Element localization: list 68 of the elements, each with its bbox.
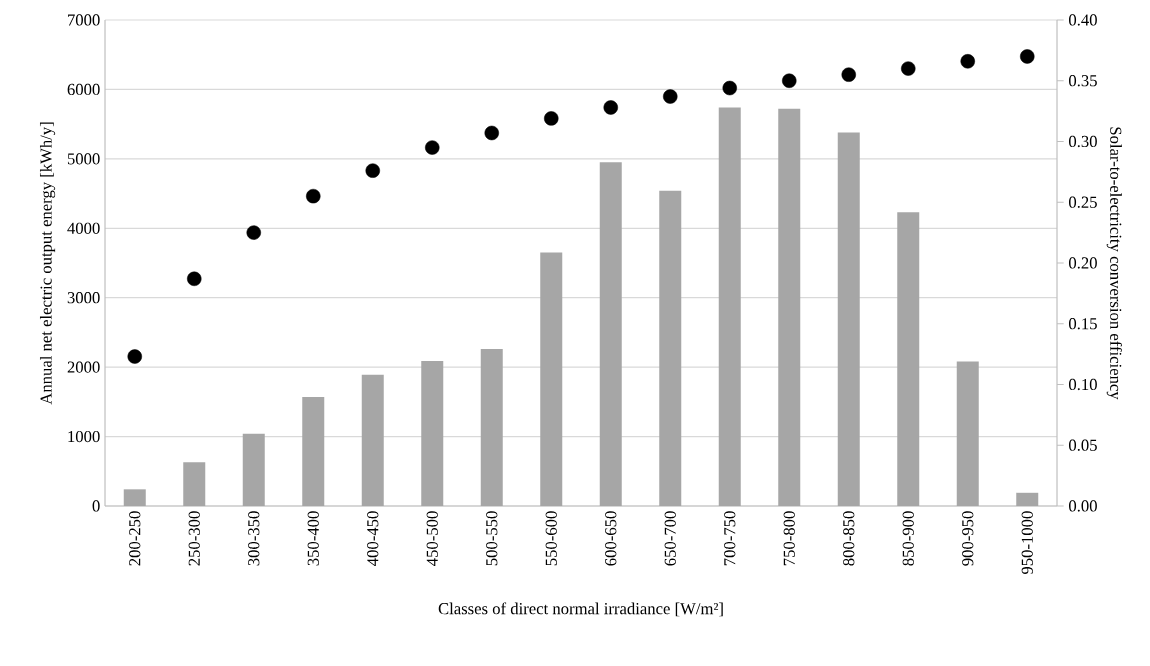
bar [540,252,563,506]
point [841,67,856,82]
x-tick-label: 200-250 [129,511,141,566]
x-tick-label: 750-800 [783,511,795,566]
x-tick-label: 300-350 [248,511,260,566]
point [425,140,440,155]
point [246,225,261,240]
y-tick-label: 6000 [67,83,100,96]
point [544,111,559,126]
x-tick-label: 700-750 [724,511,736,566]
point [187,271,202,286]
point [306,188,321,204]
x-tick-label: 650-700 [664,511,676,566]
y2-tick-label: 0.35 [1069,75,1097,87]
x-tick-label: 250-300 [188,511,200,566]
x-tick-label: 950-1000 [1021,511,1033,575]
point [663,89,678,104]
y2-tick-label: 0.10 [1069,378,1097,391]
y-tick-label: 1000 [68,430,100,443]
y-tick-label: 5000 [67,153,100,165]
y-tick-label: 3000 [67,292,100,304]
point [484,125,499,141]
point [901,61,916,76]
y-axis-title: Annual net electric output energy [kWh/y] [39,122,56,405]
bar [956,361,979,506]
point [782,73,797,88]
bar [421,360,444,506]
y-tick-label: 0 [92,500,100,512]
point [960,54,975,69]
x-tick-label: 600-650 [605,511,617,566]
x-tick-label: 550-600 [545,511,557,566]
x-tick-label: 450-500 [426,511,438,566]
bar [480,349,503,506]
bar [659,190,682,506]
y-tick-label: 4000 [67,222,100,234]
point [1020,49,1035,64]
y-tick-label: 7000 [68,14,100,26]
bar [1016,492,1039,506]
x-axis-title: Classes of direct normal irradiance [W/m²] [438,602,723,617]
bar [837,132,860,506]
x-tick-label: 850-900 [902,511,914,566]
bar [361,374,384,506]
bar [718,107,741,506]
x-tick-label: 350-400 [307,511,319,566]
bar [123,489,146,506]
point [365,163,380,178]
y2-tick-label: 0.20 [1069,257,1097,269]
x-tick-label: 900-950 [962,511,974,566]
y-tick-label: 2000 [67,361,100,373]
point [603,100,618,115]
y2-axis-title: Solar-to-electricity conversion efficiency [1106,127,1123,400]
y2-tick-label: 0.05 [1069,439,1097,451]
y2-tick-label: 0.15 [1069,318,1097,330]
bar [599,162,622,506]
y2-tick-label: 0.00 [1069,500,1097,512]
x-tick-label: 400-450 [367,511,379,566]
y2-tick-label: 0.30 [1069,135,1097,148]
y2-tick-label: 0.25 [1069,196,1097,208]
x-tick-label: 500-550 [486,511,498,566]
point [722,80,737,96]
point [127,349,142,364]
y2-tick-label: 0.40 [1069,14,1097,26]
x-tick-label: 800-850 [843,511,855,566]
bar [242,433,265,506]
bar [302,396,325,506]
bar [183,462,206,506]
bar [778,108,801,506]
bar [897,212,920,506]
